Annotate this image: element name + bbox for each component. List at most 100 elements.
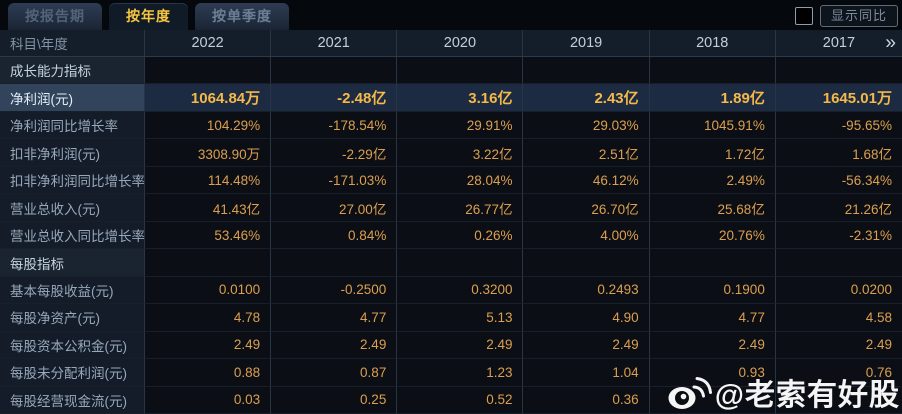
cell-value: 0.84% [271, 221, 398, 250]
cell-value: 27.00亿 [271, 194, 398, 222]
table-row[interactable]: 每股净资产(元) 4.78 4.77 5.13 4.90 4.77 4.58 [0, 304, 902, 332]
row-label: 营业总收入同比增长率 [0, 221, 145, 250]
cell-value: 46.12% [523, 166, 650, 195]
more-years-icon[interactable]: » [885, 32, 896, 54]
cell-value: 0.25 [271, 386, 398, 414]
cell-value: 3.16亿 [397, 84, 524, 112]
cell-value [649, 386, 776, 414]
header-year-2020: 2020 [397, 30, 524, 56]
section-row[interactable]: 成长能力指标 [0, 57, 902, 85]
cell-value: 114.48% [145, 166, 272, 195]
tab-by-year[interactable]: 按年度 [109, 3, 188, 30]
table-header-row: 科目\年度 2022 2021 2020 2019 2018 2017» [0, 30, 902, 57]
table-row[interactable]: 扣非净利润同比增长率 114.48% -171.03% 28.04% 46.12% 2.4… [0, 166, 902, 195]
cell-value: 2.51亿 [523, 139, 650, 167]
section-row[interactable]: 每股指标 [0, 249, 902, 277]
cell-value: 4.90 [523, 304, 650, 332]
cell-value: 0.52 [397, 386, 524, 414]
cell-value: 2.49 [397, 331, 524, 360]
cell-value [649, 249, 776, 277]
row-label: 净利润同比增长率 [0, 111, 145, 140]
row-label: 扣非净利润同比增长率 [0, 166, 145, 195]
cell-value: -2.29亿 [271, 139, 398, 167]
cell-value [775, 249, 902, 277]
cell-value: 0.0200 [775, 276, 902, 305]
cell-value: 1.04 [523, 359, 650, 387]
cell-value: 1045.91% [649, 111, 776, 140]
cell-value: 28.04% [397, 166, 524, 195]
cell-value: 0.93 [649, 359, 776, 387]
cell-value: 20.76% [649, 221, 776, 250]
cell-value: 4.00% [523, 221, 650, 250]
header-year-2022: 2022 [145, 30, 272, 56]
cell-value [523, 249, 650, 277]
cell-value: -2.48亿 [271, 84, 398, 112]
cell-value: 25.68亿 [649, 194, 776, 222]
row-label: 成长能力指标 [0, 57, 145, 85]
cell-value [271, 249, 398, 277]
cell-value: 0.36 [523, 386, 650, 414]
cell-value: 2.49% [649, 166, 776, 195]
table-row[interactable]: 每股未分配利润(元) 0.88 0.87 1.23 1.04 0.93 0.76 [0, 359, 902, 387]
cell-value: 1.68亿 [775, 139, 902, 167]
row-label: 每股净资产(元) [0, 304, 145, 332]
cell-value: -95.65% [775, 111, 902, 140]
header-year-2017: 2017» [775, 30, 902, 56]
cell-value: 41.43亿 [145, 194, 272, 222]
show-yoy-checkbox[interactable] [794, 7, 813, 25]
tab-by-report-period[interactable]: 按报告期 [8, 3, 102, 30]
header-corner-label: 科目\年度 [0, 30, 145, 56]
cell-value: 1.23 [397, 359, 524, 387]
cell-value [775, 386, 902, 414]
cell-value: 0.76 [775, 359, 902, 387]
cell-value: 2.49 [649, 331, 776, 360]
cell-value: 0.88 [145, 359, 272, 387]
table-row[interactable]: 基本每股收益(元) 0.0100 -0.2500 0.3200 0.2493 0.1900… [0, 276, 902, 305]
cell-value: 26.77亿 [397, 194, 524, 222]
table-row[interactable]: 净利润同比增长率 104.29% -178.54% 29.91% 29.03% 1045.… [0, 111, 902, 140]
cell-value [649, 57, 776, 85]
cell-value: 2.49 [523, 331, 650, 360]
cell-value: -171.03% [271, 166, 398, 195]
cell-value: 4.77 [649, 304, 776, 332]
cell-value: 29.91% [397, 111, 524, 140]
cell-value: 104.29% [145, 111, 272, 140]
cell-value: 3308.90万 [145, 139, 272, 167]
cell-value: 2.49 [145, 331, 272, 360]
table-row[interactable]: 营业总收入(元) 41.43亿 27.00亿 26.77亿 26.70亿 25.68亿 21… [0, 194, 902, 222]
table-row[interactable]: 净利润(元) 1064.84万 -2.48亿 3.16亿 2.43亿 1.89亿 1645.… [0, 84, 902, 112]
cell-value: 3.22亿 [397, 139, 524, 167]
row-label: 每股经营现金流(元) [0, 386, 145, 414]
cell-value: 0.1900 [649, 276, 776, 305]
cell-value: -178.54% [271, 111, 398, 140]
header-year-2019: 2019 [523, 30, 650, 56]
tab-by-quarter[interactable]: 按单季度 [195, 3, 289, 30]
cell-value [775, 57, 902, 85]
cell-value: 0.2493 [523, 276, 650, 305]
cell-value: 0.03 [145, 386, 272, 414]
cell-value [271, 57, 398, 85]
row-label: 营业总收入(元) [0, 194, 145, 222]
row-label: 基本每股收益(元) [0, 276, 145, 305]
cell-value [397, 249, 524, 277]
table-row[interactable]: 扣非净利润(元) 3308.90万 -2.29亿 3.22亿 2.51亿 1.72亿 1.6… [0, 139, 902, 167]
cell-value [397, 57, 524, 85]
cell-value: 2.49 [271, 331, 398, 360]
row-label: 每股指标 [0, 249, 145, 277]
cell-value: 2.49 [775, 331, 902, 360]
cell-value [523, 57, 650, 85]
table-row[interactable]: 每股资本公积金(元) 2.49 2.49 2.49 2.49 2.49 2.49 [0, 331, 902, 360]
cell-value: 4.78 [145, 304, 272, 332]
show-yoy-label[interactable]: 显示同比 [819, 5, 898, 27]
table-row[interactable]: 每股经营现金流(元) 0.03 0.25 0.52 0.36 [0, 386, 902, 414]
cell-value: 1645.01万 [775, 84, 902, 112]
cell-value: 4.77 [271, 304, 398, 332]
cell-value: -0.2500 [271, 276, 398, 305]
row-label: 扣非净利润(元) [0, 139, 145, 167]
cell-value: 21.26亿 [775, 194, 902, 222]
row-label: 每股资本公积金(元) [0, 331, 145, 360]
cell-value [145, 57, 272, 85]
cell-value: 0.0100 [145, 276, 272, 305]
table-row[interactable]: 营业总收入同比增长率 53.46% 0.84% 0.26% 4.00% 20.76% -2.… [0, 221, 902, 250]
